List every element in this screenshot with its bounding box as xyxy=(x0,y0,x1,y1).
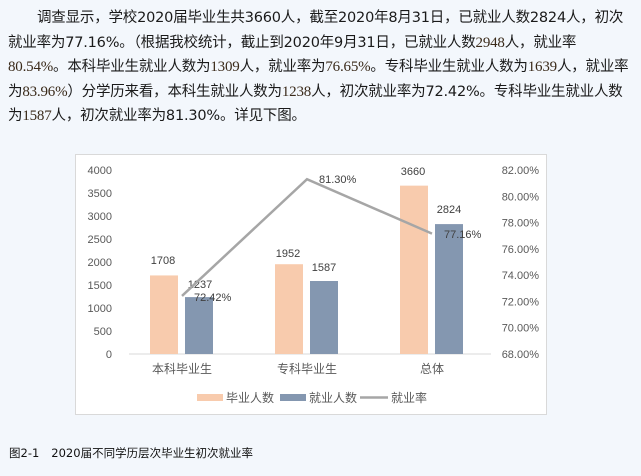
right-tick-label: 72.00% xyxy=(502,296,540,308)
bar-value-label: 1952 xyxy=(276,248,300,260)
legend-label: 毕业人数 xyxy=(226,390,274,405)
paragraph-segment: 1238 xyxy=(281,83,312,100)
bar-value-label: 1237 xyxy=(188,279,212,291)
right-y-axis: 68.00% 70.00% 72.00% 74.00% 76.00% 78.00% 80.0… xyxy=(502,165,540,361)
legend-swatch xyxy=(280,394,306,401)
chart-canvas: 0 500 1000 1500 2000 2500 3000 3500 4000 68.00% 7… xyxy=(88,165,540,405)
rate-value-label: 81.30% xyxy=(319,174,357,186)
employed-bar xyxy=(310,280,338,354)
employment-chart: 0 500 1000 1500 2000 2500 3000 3500 4000 68.00% 7… xyxy=(75,154,547,415)
bar-value-label: 1708 xyxy=(151,255,175,267)
paragraph-segment: 1587 xyxy=(22,108,52,124)
right-tick-label: 76.00% xyxy=(502,244,540,256)
paragraph-segment: ）分学历来看，本科生就业人数为 xyxy=(67,83,282,100)
left-tick-label: 4000 xyxy=(88,165,112,177)
left-tick-label: 2500 xyxy=(88,234,112,246)
paragraph-segment: 调查显示，学校2020届毕业生共3660人，截至2020年8月31日，已就业人数… xyxy=(8,10,624,51)
left-tick-label: 3500 xyxy=(88,188,112,200)
rate-line-series: 72.42% 81.30% 77.16% xyxy=(181,174,482,304)
rate-value-label: 72.42% xyxy=(194,292,232,304)
legend-label: 就业人数 xyxy=(309,390,357,405)
right-tick-label: 78.00% xyxy=(502,218,540,230)
right-tick-label: 74.00% xyxy=(502,270,540,282)
left-tick-label: 500 xyxy=(94,326,112,338)
employed-bar xyxy=(435,224,463,354)
paragraph-segment: 2948 xyxy=(475,34,505,51)
chart-legend: 毕业人数 就业人数 就业率 xyxy=(197,390,427,405)
paragraph-segment: 80.54% xyxy=(8,59,54,75)
graduates-bar xyxy=(400,185,428,354)
graduates-bar xyxy=(275,264,303,354)
bar-value-label: 3660 xyxy=(401,166,425,178)
paragraph-segment: 。专科毕业生就业人数为 xyxy=(370,59,528,75)
bar-value-label: 2824 xyxy=(437,204,461,216)
paragraph-segment: 。本科毕业生就业人数为 xyxy=(53,59,211,75)
category-label: 专科毕业生 xyxy=(277,361,337,376)
paragraph-segment: 人，就业率 xyxy=(504,34,577,51)
right-tick-label: 68.00% xyxy=(502,349,540,361)
rate-value-label: 77.16% xyxy=(444,229,482,241)
left-tick-label: 2000 xyxy=(88,257,112,269)
rate-line xyxy=(181,177,433,297)
bar-value-label: 1587 xyxy=(312,262,336,274)
paragraph-segment: 人，就业率为 xyxy=(8,59,629,100)
paragraph-segment: 人，就业率为 xyxy=(239,59,326,75)
left-tick-label: 1500 xyxy=(88,280,112,292)
employed-bar xyxy=(185,297,213,354)
left-y-axis: 0 500 1000 1500 2000 2500 3000 3500 4000 xyxy=(88,165,112,361)
paragraph-segment: 76.65% xyxy=(325,59,371,75)
summary-paragraph: 调查显示，学校2020届毕业生共3660人，截至2020年8月31日，已就业人数… xyxy=(8,6,633,129)
left-tick-label: 1000 xyxy=(88,303,112,315)
x-axis-labels: 本科毕业生 专科毕业生 总体 xyxy=(152,361,444,376)
left-tick-label: 0 xyxy=(106,349,112,361)
legend-label: 就业率 xyxy=(391,390,427,405)
paragraph-segment: 83.96% xyxy=(22,83,68,100)
bar-series: 1708 1952 3660 1237 1587 2824 xyxy=(150,166,463,354)
graduates-bar xyxy=(150,275,178,354)
category-label: 本科毕业生 xyxy=(152,362,212,376)
right-tick-label: 82.00% xyxy=(502,165,540,177)
paragraph-segment: 1309 xyxy=(210,59,240,75)
right-tick-label: 70.00% xyxy=(502,323,540,335)
left-tick-label: 3000 xyxy=(88,211,112,223)
figure-number: 图2-1 xyxy=(9,446,40,460)
paragraph-segment: 1639 xyxy=(527,59,557,75)
figure-title: 2020届不同学历层次毕业生初次就业率 xyxy=(51,446,254,460)
right-tick-label: 80.00% xyxy=(502,191,540,203)
category-label: 总体 xyxy=(420,362,444,376)
paragraph-segment: 人，初次就业率为72.42%。专科毕业生就业人数为 xyxy=(8,83,623,125)
figure-caption: 图2-1 2020届不同学历层次毕业生初次就业率 xyxy=(9,445,265,461)
legend-swatch xyxy=(197,394,223,401)
paragraph-segment: 人，初次就业率为81.30%。详见下图。 xyxy=(51,108,306,124)
